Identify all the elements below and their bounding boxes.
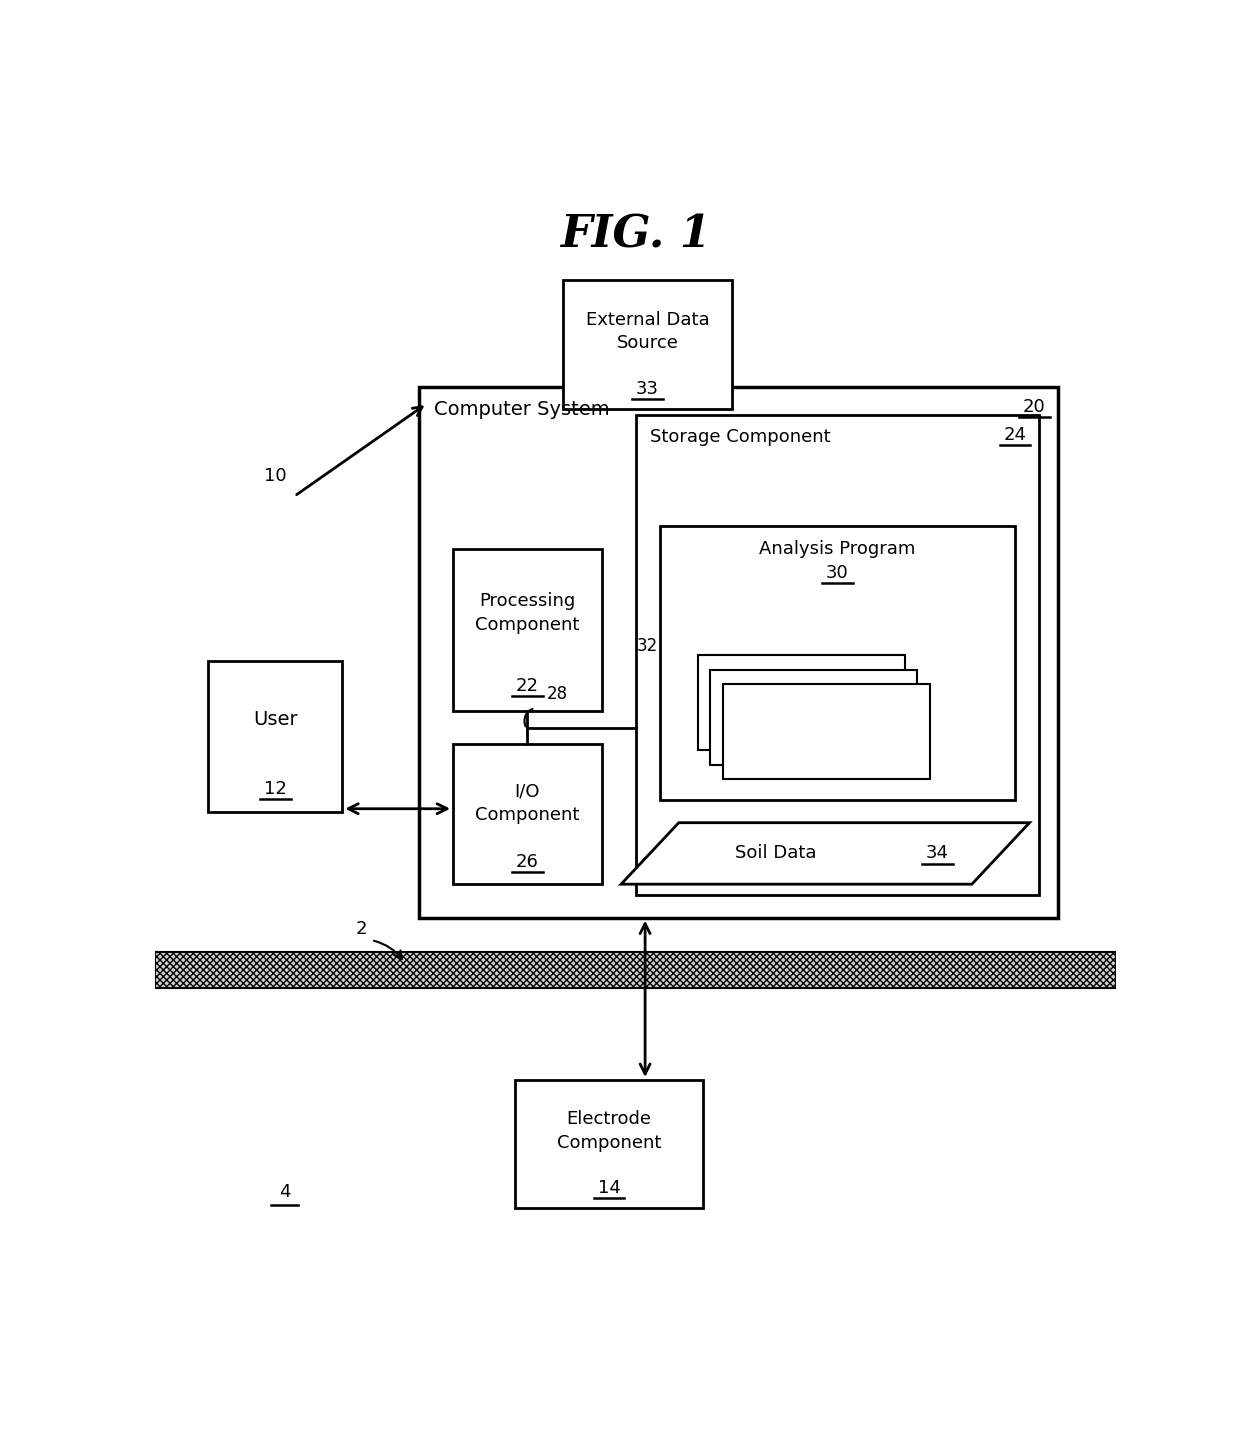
Text: Processing
Component: Processing Component bbox=[475, 592, 579, 635]
Bar bbox=[208, 661, 342, 812]
Bar bbox=[660, 527, 1016, 800]
Bar bbox=[711, 669, 918, 765]
Bar bbox=[635, 415, 1039, 896]
Bar bbox=[453, 549, 601, 711]
Text: User: User bbox=[253, 710, 298, 729]
Bar bbox=[723, 684, 930, 780]
Text: 2: 2 bbox=[356, 921, 367, 938]
Text: 28: 28 bbox=[547, 685, 568, 703]
Text: 20: 20 bbox=[1023, 398, 1045, 415]
Text: 12: 12 bbox=[264, 780, 286, 799]
Bar bbox=[155, 953, 1116, 989]
Text: I/O
Component: I/O Component bbox=[475, 783, 579, 823]
Bar bbox=[155, 953, 1116, 989]
Bar bbox=[516, 1080, 703, 1208]
Text: 24: 24 bbox=[1003, 425, 1027, 444]
Text: 34: 34 bbox=[926, 845, 949, 862]
Text: 26: 26 bbox=[516, 852, 539, 871]
Text: Electrode
Component: Electrode Component bbox=[557, 1109, 661, 1151]
Text: External Data
Source: External Data Source bbox=[585, 311, 709, 353]
Text: Storage Component: Storage Component bbox=[650, 428, 831, 446]
Bar bbox=[453, 745, 601, 884]
Text: 32: 32 bbox=[636, 637, 657, 655]
Text: 14: 14 bbox=[598, 1179, 620, 1198]
Text: 10: 10 bbox=[264, 468, 286, 485]
Text: 22: 22 bbox=[516, 677, 539, 696]
Text: 33: 33 bbox=[636, 380, 658, 398]
Text: 30: 30 bbox=[826, 565, 848, 582]
Bar bbox=[563, 280, 732, 409]
Text: Computer System: Computer System bbox=[434, 401, 609, 420]
Text: Analysis Program: Analysis Program bbox=[759, 540, 915, 558]
Text: 4: 4 bbox=[279, 1183, 290, 1201]
Polygon shape bbox=[621, 823, 1029, 884]
Text: FIG. 1: FIG. 1 bbox=[560, 213, 711, 257]
Text: Soil Data: Soil Data bbox=[735, 845, 817, 862]
Bar bbox=[698, 655, 904, 751]
Bar bbox=[419, 386, 1059, 918]
